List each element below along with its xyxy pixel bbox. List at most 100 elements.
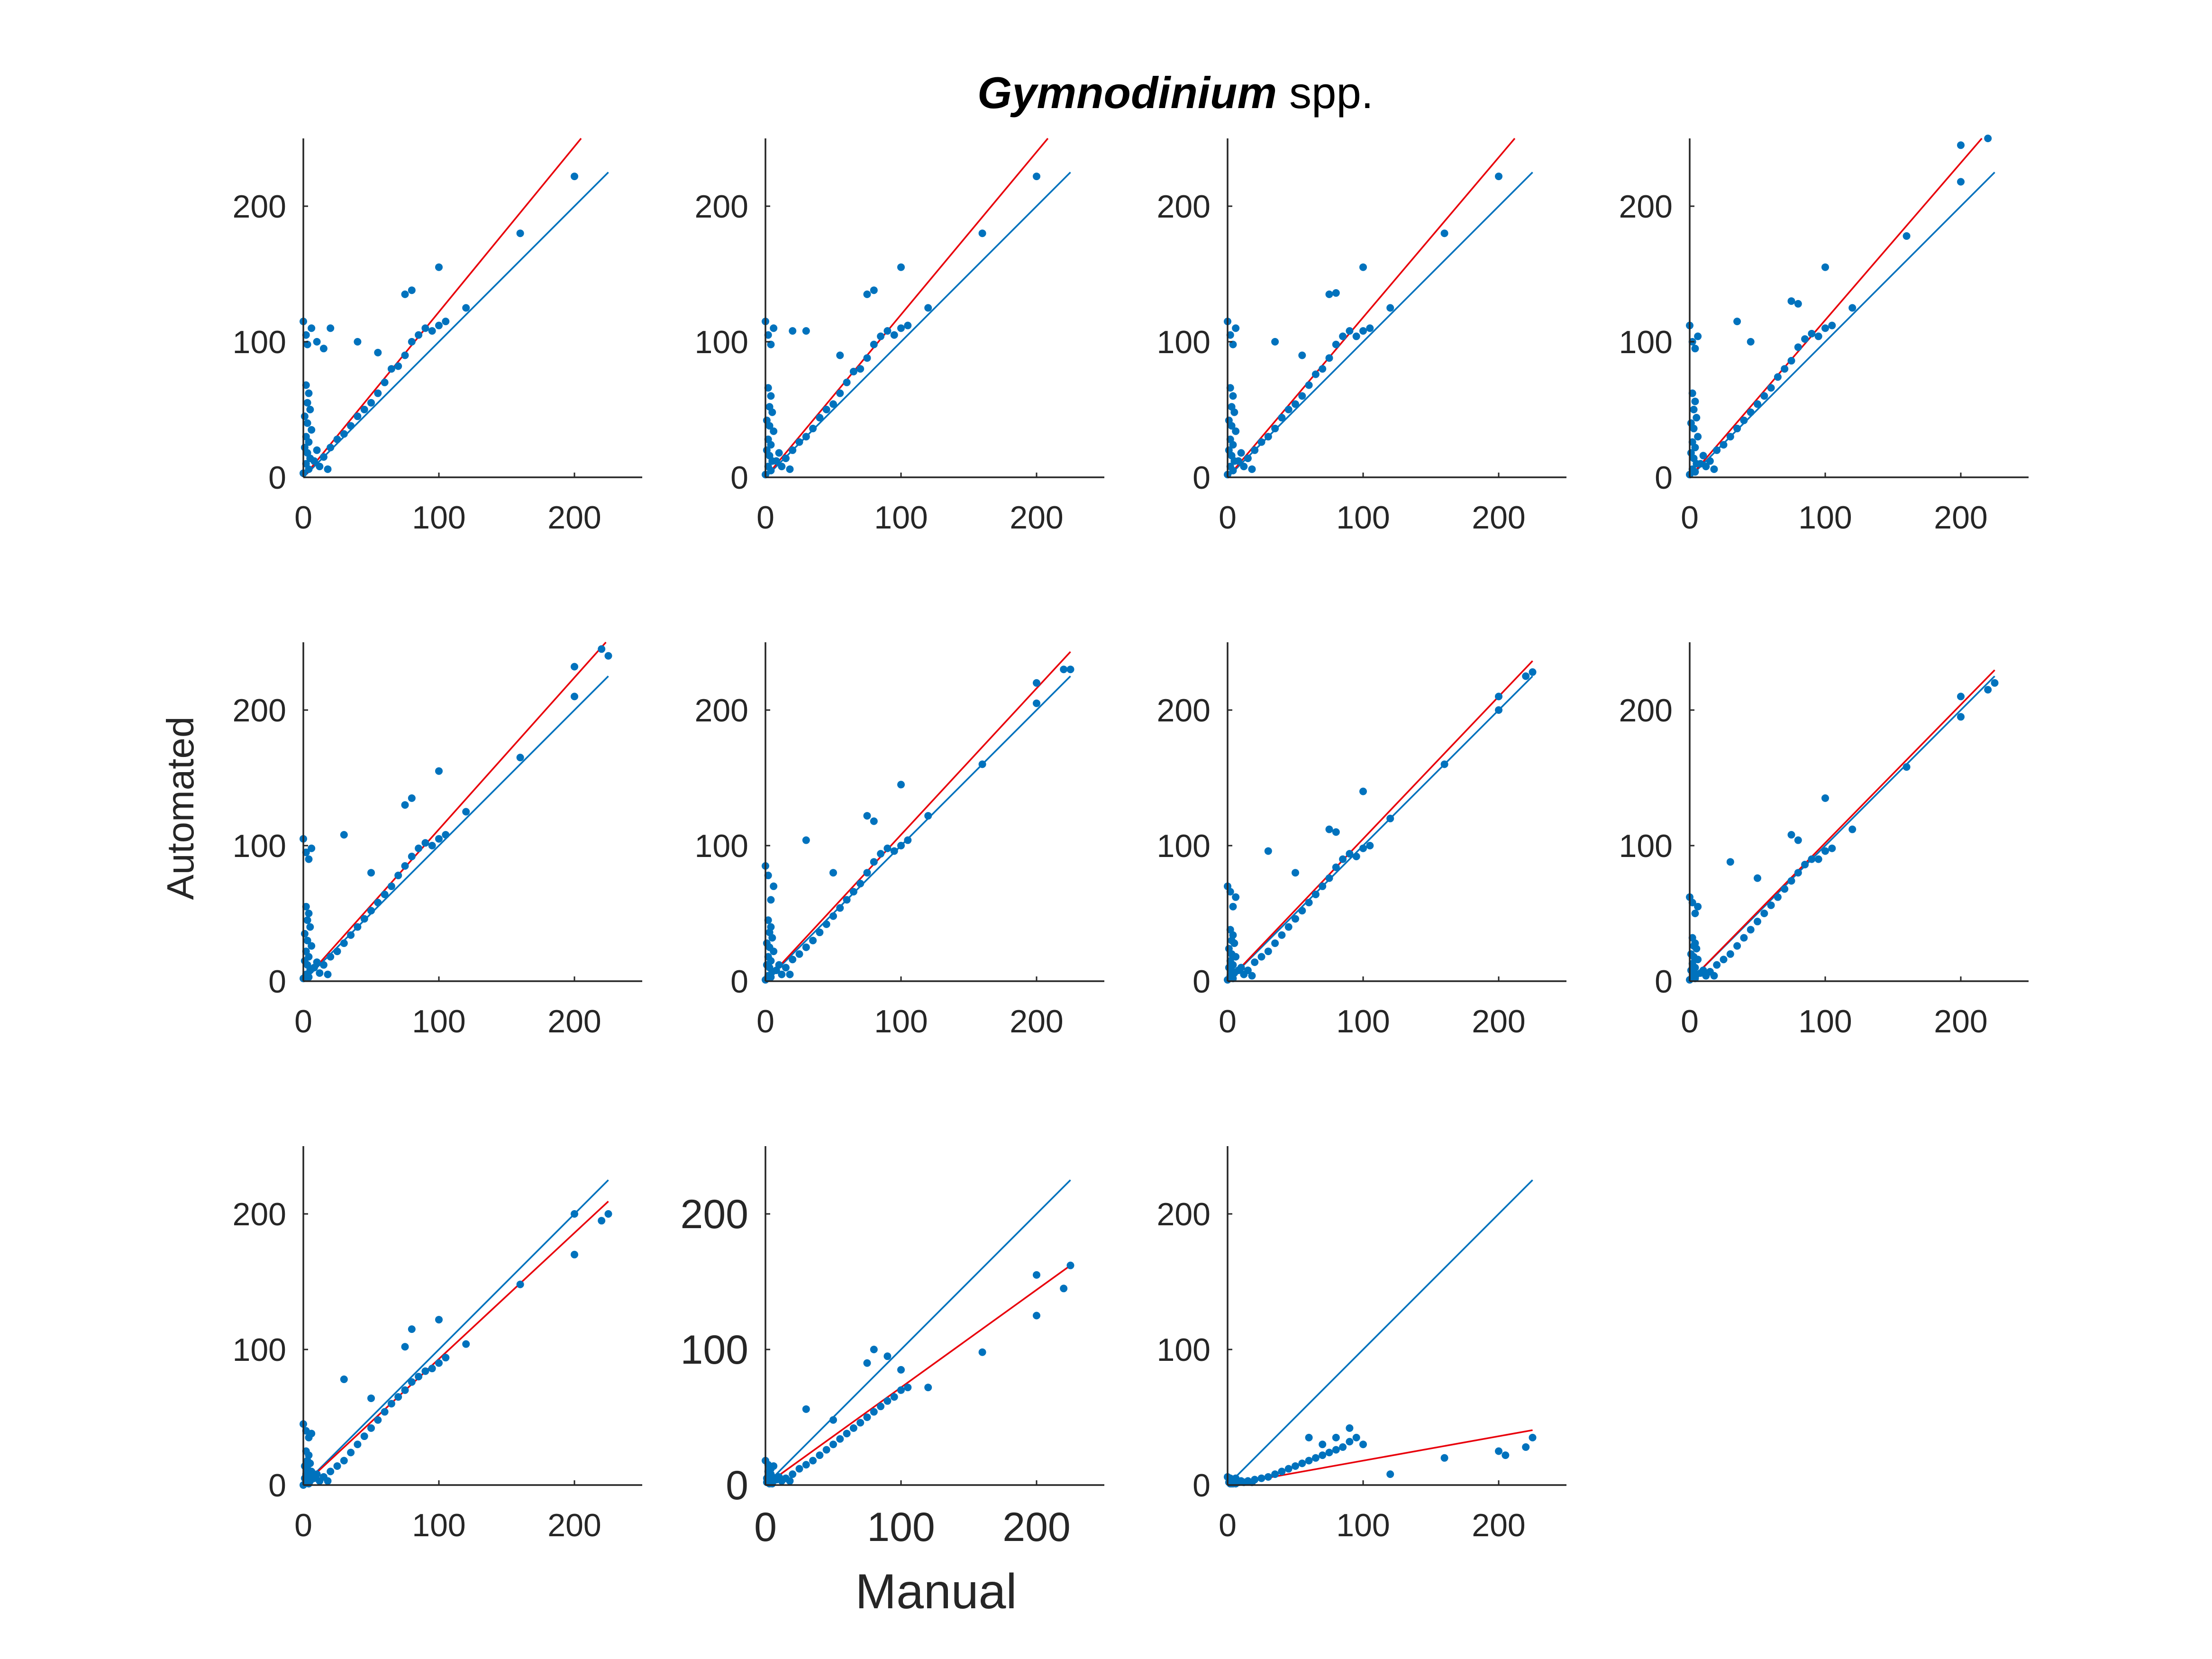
data-point [308, 844, 316, 852]
x-tick-label: 200 [1010, 500, 1063, 536]
y-tick-label: 0 [1192, 964, 1211, 1000]
data-point [1339, 332, 1347, 340]
data-point [604, 1210, 612, 1218]
data-point [1346, 1438, 1354, 1446]
y-tick-label: 0 [1655, 460, 1673, 496]
data-point [1311, 890, 1320, 898]
data-point [408, 794, 416, 802]
data-point [1251, 958, 1259, 966]
data-point [374, 899, 382, 907]
data-point [442, 318, 450, 326]
data-point [1706, 457, 1714, 465]
data-point [340, 1375, 348, 1383]
data-point [1366, 324, 1374, 332]
data-point [829, 912, 837, 920]
data-point [1366, 842, 1374, 849]
data-point [333, 435, 341, 443]
identity-line [765, 172, 1071, 478]
data-point [308, 942, 316, 950]
data-point [870, 1408, 878, 1416]
data-point [1710, 972, 1718, 980]
data-point [1821, 263, 1829, 271]
data-point [1359, 787, 1367, 795]
data-point [1903, 232, 1911, 240]
data-point [1957, 713, 1965, 721]
data-point [1794, 869, 1802, 877]
y-tick-label: 100 [1157, 1332, 1211, 1368]
data-point [435, 1316, 443, 1324]
data-point [1814, 855, 1822, 863]
data-point [765, 422, 774, 430]
data-point [1787, 357, 1795, 365]
data-point [1066, 1261, 1074, 1269]
data-point [1495, 693, 1502, 701]
fit-line [1227, 137, 1516, 478]
data-point [870, 1346, 878, 1353]
y-tick-label: 200 [233, 1196, 286, 1232]
data-point [1240, 463, 1248, 471]
data-point [1359, 844, 1367, 852]
data-points [762, 665, 1074, 984]
data-point [1352, 1433, 1360, 1441]
data-point [870, 340, 878, 348]
data-point [1229, 466, 1237, 474]
data-point [428, 1365, 436, 1373]
data-point [897, 842, 905, 849]
data-point [802, 327, 810, 335]
data-point [767, 392, 775, 400]
data-point [1359, 263, 1367, 271]
data-point [924, 304, 932, 312]
data-point [1733, 942, 1741, 950]
data-point [401, 862, 409, 870]
data-point [1325, 874, 1333, 882]
data-point [442, 1354, 450, 1362]
data-point [1257, 438, 1265, 446]
data-point [795, 950, 803, 958]
data-point [1305, 1457, 1313, 1465]
data-point [877, 850, 885, 858]
data-point [1702, 463, 1710, 471]
data-point [795, 1465, 803, 1473]
data-point [462, 304, 470, 312]
x-axis-label: Manual [855, 1564, 1017, 1619]
x-tick-label: 0 [1681, 500, 1699, 536]
data-point [1228, 422, 1236, 430]
data-point [442, 831, 450, 839]
data-point [571, 693, 578, 701]
data-point [415, 1373, 423, 1381]
data-point [1229, 340, 1237, 348]
x-tick-label: 100 [1798, 1003, 1852, 1039]
data-point [883, 844, 892, 852]
data-point [360, 406, 368, 413]
data-point [303, 399, 311, 407]
data-point [849, 888, 857, 896]
data-point [1691, 444, 1699, 452]
data-point [1271, 338, 1279, 346]
data-point [1495, 706, 1502, 714]
data-point [863, 1413, 871, 1421]
data-points [1224, 668, 1537, 984]
data-point [1733, 425, 1741, 433]
data-point [1740, 416, 1748, 424]
data-point [897, 324, 905, 332]
data-point [782, 454, 790, 462]
data-point [381, 1408, 389, 1416]
data-point [863, 354, 871, 362]
data-point [863, 290, 871, 298]
y-tick-label: 100 [681, 1327, 749, 1373]
x-tick-label: 200 [1472, 1507, 1525, 1543]
data-point [1232, 893, 1240, 901]
x-tick-label: 200 [1472, 500, 1525, 536]
data-point [767, 466, 775, 474]
data-point [883, 1397, 892, 1405]
data-point [571, 1250, 578, 1258]
data-point [421, 1367, 429, 1375]
data-point [890, 847, 898, 855]
data-points [300, 1210, 612, 1489]
data-point [313, 1470, 321, 1478]
data-point [327, 444, 335, 452]
data-point [401, 290, 409, 298]
data-point [408, 852, 416, 860]
data-point [1691, 345, 1699, 353]
data-point [1232, 953, 1240, 961]
